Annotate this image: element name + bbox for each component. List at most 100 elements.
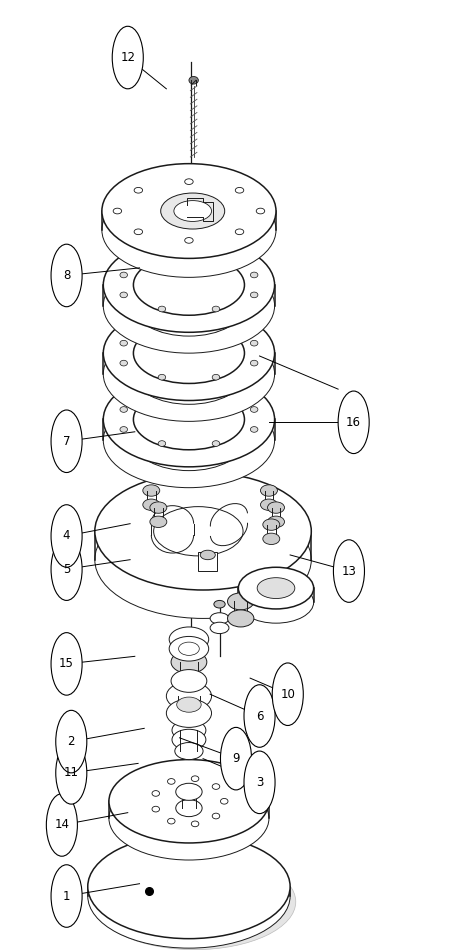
Ellipse shape xyxy=(185,179,193,184)
Ellipse shape xyxy=(138,549,157,560)
Ellipse shape xyxy=(176,784,202,800)
Ellipse shape xyxy=(174,200,211,221)
Ellipse shape xyxy=(158,258,166,264)
Ellipse shape xyxy=(134,276,244,336)
Ellipse shape xyxy=(191,821,199,826)
Text: 6: 6 xyxy=(256,710,263,723)
Ellipse shape xyxy=(158,441,166,446)
Ellipse shape xyxy=(235,187,244,193)
Ellipse shape xyxy=(143,499,160,510)
Ellipse shape xyxy=(120,360,127,366)
Ellipse shape xyxy=(134,390,244,449)
Ellipse shape xyxy=(191,776,199,782)
Ellipse shape xyxy=(250,360,258,366)
Ellipse shape xyxy=(250,340,258,346)
Ellipse shape xyxy=(212,258,220,264)
Ellipse shape xyxy=(158,306,166,312)
Ellipse shape xyxy=(134,410,244,470)
Ellipse shape xyxy=(150,502,167,513)
Ellipse shape xyxy=(166,699,211,728)
Ellipse shape xyxy=(212,441,220,446)
Ellipse shape xyxy=(140,512,155,522)
Circle shape xyxy=(51,538,82,600)
Ellipse shape xyxy=(210,613,229,624)
Circle shape xyxy=(56,711,87,773)
Ellipse shape xyxy=(263,533,280,544)
Ellipse shape xyxy=(103,238,275,332)
Ellipse shape xyxy=(212,306,220,312)
Ellipse shape xyxy=(268,502,285,513)
Ellipse shape xyxy=(250,427,258,432)
Ellipse shape xyxy=(200,550,215,560)
Ellipse shape xyxy=(171,651,207,674)
Ellipse shape xyxy=(88,844,290,948)
Ellipse shape xyxy=(263,519,280,530)
Ellipse shape xyxy=(268,516,285,527)
Ellipse shape xyxy=(235,229,244,235)
Ellipse shape xyxy=(212,326,220,332)
Ellipse shape xyxy=(178,637,199,651)
Circle shape xyxy=(51,504,82,567)
Circle shape xyxy=(51,244,82,307)
Ellipse shape xyxy=(140,491,155,501)
Ellipse shape xyxy=(134,255,244,315)
Text: 5: 5 xyxy=(63,562,70,576)
Ellipse shape xyxy=(214,600,225,608)
Text: 12: 12 xyxy=(120,51,135,64)
Circle shape xyxy=(112,27,143,88)
Ellipse shape xyxy=(238,581,314,623)
Ellipse shape xyxy=(158,374,166,380)
Ellipse shape xyxy=(103,372,275,466)
Ellipse shape xyxy=(102,182,276,277)
Ellipse shape xyxy=(168,779,175,785)
Ellipse shape xyxy=(169,627,209,652)
Ellipse shape xyxy=(175,743,203,760)
Ellipse shape xyxy=(168,818,175,824)
Text: 3: 3 xyxy=(256,776,263,788)
Ellipse shape xyxy=(261,484,278,496)
Ellipse shape xyxy=(113,208,122,214)
Circle shape xyxy=(272,663,303,726)
Ellipse shape xyxy=(172,720,206,741)
Ellipse shape xyxy=(134,344,244,405)
Ellipse shape xyxy=(152,790,160,796)
Text: 7: 7 xyxy=(63,435,70,447)
Ellipse shape xyxy=(256,208,265,214)
Text: 2: 2 xyxy=(67,735,75,748)
Ellipse shape xyxy=(134,323,244,384)
Ellipse shape xyxy=(250,292,258,297)
Circle shape xyxy=(51,410,82,472)
Ellipse shape xyxy=(120,427,127,432)
Ellipse shape xyxy=(103,306,275,401)
Ellipse shape xyxy=(250,272,258,277)
Text: 1: 1 xyxy=(63,889,70,902)
Ellipse shape xyxy=(120,272,127,277)
Ellipse shape xyxy=(160,193,225,229)
Ellipse shape xyxy=(138,540,157,551)
Ellipse shape xyxy=(212,813,220,819)
Ellipse shape xyxy=(178,642,199,656)
Text: 16: 16 xyxy=(346,416,361,428)
Ellipse shape xyxy=(176,800,202,817)
Ellipse shape xyxy=(88,834,290,939)
Ellipse shape xyxy=(261,499,278,510)
Circle shape xyxy=(333,540,364,602)
Ellipse shape xyxy=(172,730,206,750)
Ellipse shape xyxy=(109,777,269,860)
Ellipse shape xyxy=(166,682,211,711)
Ellipse shape xyxy=(120,292,127,297)
Circle shape xyxy=(51,633,82,695)
Ellipse shape xyxy=(250,407,258,412)
Ellipse shape xyxy=(228,610,254,627)
Ellipse shape xyxy=(103,258,275,353)
Ellipse shape xyxy=(95,501,312,618)
Ellipse shape xyxy=(171,670,207,693)
Text: 13: 13 xyxy=(342,564,356,578)
Text: 11: 11 xyxy=(64,767,79,779)
Text: 10: 10 xyxy=(280,688,295,701)
Circle shape xyxy=(51,864,82,927)
Ellipse shape xyxy=(150,516,167,527)
Ellipse shape xyxy=(212,784,220,789)
Ellipse shape xyxy=(212,392,220,398)
Ellipse shape xyxy=(220,798,228,804)
